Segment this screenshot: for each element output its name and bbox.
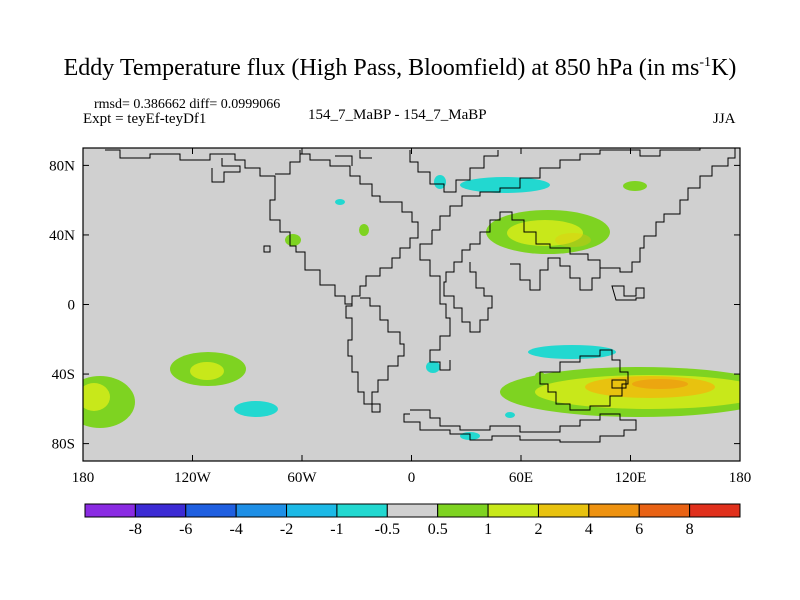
coast-island-small <box>263 245 271 253</box>
field-green-spain <box>359 224 369 236</box>
colorbar-label: 2 <box>534 521 542 538</box>
colorbar-swatch <box>437 503 489 518</box>
coast-india <box>510 257 601 291</box>
coast-newzealand <box>611 379 627 389</box>
lat-tick-label: 40S <box>52 367 75 383</box>
colorbar-label: -6 <box>179 521 192 538</box>
colorbar-label: -0.5 <box>375 521 400 538</box>
colorbar-swatch <box>386 503 439 518</box>
field-yellow-pacific <box>190 362 224 380</box>
colorbar-swatch <box>185 503 237 518</box>
coast-australia <box>539 349 629 411</box>
lon-tick-label: 120W <box>174 470 212 486</box>
colorbar-label: -8 <box>129 521 142 538</box>
lon-tick-label: 180 <box>729 470 752 486</box>
expt-label: Expt = teyEf-teyDf1 <box>83 111 207 127</box>
run-label: 154_7_MaBP - 154_7_MaBP <box>308 107 487 123</box>
coast-south-america <box>345 296 405 413</box>
colorbar-label: 6 <box>635 521 643 538</box>
lat-tick-label: 0 <box>68 298 76 314</box>
colorbar-label: -1 <box>330 521 343 538</box>
lat-tick-label: 80S <box>52 437 75 453</box>
field-cyan-scandinavia <box>434 175 446 189</box>
colorbar-swatch <box>84 503 136 518</box>
field-darkorange-southern-ocean <box>632 379 688 389</box>
field-yellow-asia <box>507 220 583 246</box>
field-cyan-small <box>505 412 515 418</box>
colorbar-label: -4 <box>229 521 242 538</box>
colorbar-swatch <box>588 503 640 518</box>
colorbar-label: -2 <box>280 521 293 538</box>
coast-arctic-islands <box>299 150 372 166</box>
lon-tick-label: 60W <box>287 470 317 486</box>
colorbar-swatch <box>134 503 187 518</box>
field-cyan-indian-ocean <box>528 345 616 359</box>
colorbar-label: 0.5 <box>428 521 448 538</box>
colorbar-swatch <box>487 503 539 518</box>
coast-antarctica <box>403 409 637 443</box>
season-label: JJA <box>713 111 736 127</box>
field-cyan-atlantic <box>335 199 345 205</box>
colorbar-swatch <box>689 503 741 518</box>
colorbar-swatch <box>638 503 691 518</box>
lat-tick-label: 40N <box>49 228 75 244</box>
field-cyan-southafrica <box>426 361 440 373</box>
lat-tick-label: 80N <box>49 158 75 174</box>
coastlines <box>105 148 736 443</box>
stats-label: rmsd= 0.386662 diff= 0.0999066 <box>94 97 281 112</box>
field-shading <box>83 175 740 440</box>
field-orange-asia <box>555 233 591 247</box>
lon-tick-label: 60E <box>509 470 533 486</box>
field-cyan-spacific <box>234 401 278 417</box>
coast-north-america <box>105 149 419 305</box>
field-green-namerica <box>285 234 301 246</box>
field-yellow-dateline <box>83 383 110 411</box>
colorbar-swatch <box>235 503 288 518</box>
colorbar-label: 1 <box>484 521 492 538</box>
longitude-axis: 180 120W 60W 0 60E 120E 180 <box>72 148 752 486</box>
colorbar: -8 -6 -4 -2 -1 -0.5 0.5 1 2 4 6 8 <box>84 503 741 538</box>
field-green-siberia <box>623 181 647 191</box>
colorbar-label: 8 <box>686 521 694 538</box>
lon-tick-label: 120E <box>615 470 647 486</box>
field-cyan-north-asia <box>460 177 550 193</box>
colorbar-swatch <box>336 503 388 518</box>
coast-eurasia-africa <box>432 148 736 333</box>
lon-tick-label: 180 <box>72 470 95 486</box>
coast-west-africa <box>419 230 451 371</box>
coast-canada-inner <box>211 158 241 183</box>
chart-title: Eddy Temperature flux (High Pass, Bloomf… <box>63 55 737 81</box>
lon-tick-label: 0 <box>408 470 416 486</box>
coast-indonesia <box>611 285 645 301</box>
colorbar-swatch <box>537 503 590 518</box>
colorbar-swatch <box>286 503 338 518</box>
latitude-axis: 80N 40N 0 40S 80S <box>49 158 740 453</box>
coast-greenland <box>409 150 499 193</box>
colorbar-label: 4 <box>585 521 593 538</box>
